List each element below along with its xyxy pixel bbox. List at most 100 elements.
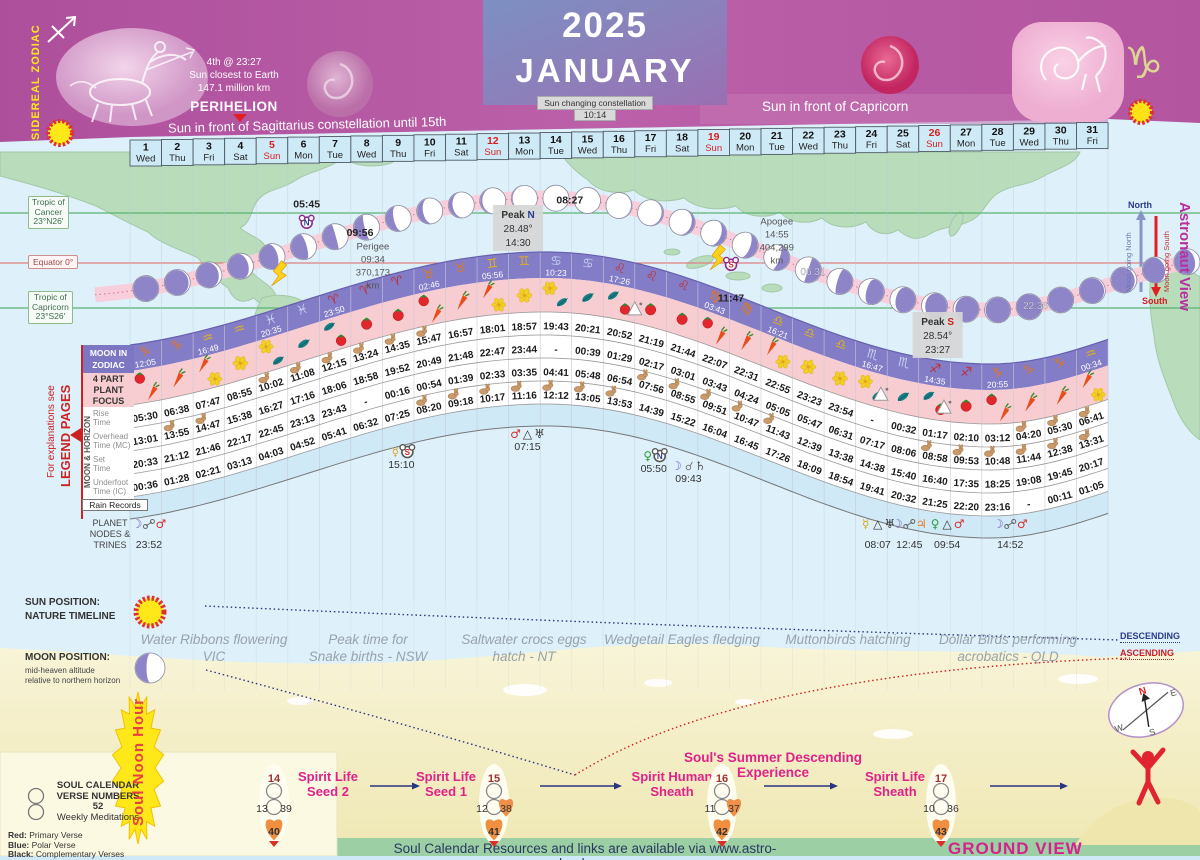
date-cell <box>981 123 1014 151</box>
heart-shape <box>713 819 731 841</box>
root-icon <box>483 279 495 299</box>
nature-event: VIC <box>203 649 226 664</box>
nature-event: Peak time for <box>328 632 408 647</box>
mc-time: 03:43 <box>701 376 729 395</box>
mc-time: 07:17 <box>858 435 886 453</box>
date-number: 6 <box>301 139 307 151</box>
tropic-capricorn-l3: 23°S26' <box>35 311 66 321</box>
summer-label: Soul's Summer Descending Experience <box>683 750 862 780</box>
verse-legend-black: Black: Complementary Verses <box>8 849 125 859</box>
set-time: 01:39 <box>447 372 474 387</box>
verse-block: SOUL CALENDAR VERSE NUMBERS 52 Weekly Me… <box>46 780 150 823</box>
date-weekday: Thu <box>390 149 406 160</box>
date-cell <box>1076 122 1109 150</box>
date-number: 10 <box>424 136 436 148</box>
rise-time: 08:55 <box>226 386 254 404</box>
rabbit-icon <box>1047 414 1058 427</box>
set-time: 18:25 <box>985 479 1011 491</box>
rabbit-icon <box>163 420 175 432</box>
zodiac-sign: ♈ <box>358 282 374 300</box>
date-number: 12 <box>487 135 499 147</box>
set-time: 03:35 <box>511 367 537 379</box>
set-time: 10:47 <box>732 411 760 431</box>
moon-descending-line <box>205 669 576 776</box>
leaf-icon <box>324 322 336 331</box>
mc-time: 00:39 <box>574 346 601 360</box>
date-weekday: Thu <box>611 145 627 156</box>
rabbit-icon <box>195 412 207 425</box>
rabbit-icon <box>700 388 711 400</box>
date-weekday: Sun <box>705 143 722 154</box>
lightning-bolt-icon <box>271 260 288 287</box>
root-icon <box>999 403 1012 422</box>
rabbit-icon <box>258 372 270 384</box>
date-weekday: Fri <box>1087 136 1098 147</box>
date-cell <box>508 132 541 160</box>
date-weekday: Mon <box>957 138 975 149</box>
verse-number-right: 39 <box>280 803 292 815</box>
peak-box <box>912 312 963 358</box>
mc-time: 14:47 <box>194 418 222 435</box>
rabbit-icon <box>731 400 743 412</box>
ic-time: 21:25 <box>921 496 948 511</box>
uranus-symbol: ♅ <box>534 427 545 441</box>
rabbit-icon <box>289 362 301 374</box>
zodiac-sign: ♓ <box>295 301 311 319</box>
date-weekday: Wed <box>799 141 818 152</box>
zodiac-sign: ♎ <box>770 312 786 330</box>
ascending-label: ASCENDING <box>1120 648 1175 660</box>
saturn-symbol: ♄ <box>695 459 706 473</box>
moon-horizon-label: MOON & HORIZON <box>83 416 92 488</box>
rabbit-icon <box>510 380 522 392</box>
heart-shape <box>726 799 742 817</box>
rise-time: 21:44 <box>669 342 697 361</box>
mc-time: 03:01 <box>669 365 697 384</box>
date-cell <box>413 134 446 162</box>
date-number: 25 <box>897 128 909 140</box>
set-time: 08:55 <box>669 388 697 407</box>
heart-shape <box>485 819 503 841</box>
apogee-text: 404,299 <box>760 243 794 254</box>
date-number: 21 <box>771 130 783 142</box>
svg-text:Peak N: Peak N <box>501 210 534 221</box>
date-weekday: Sat <box>675 144 690 155</box>
verse-legend-blue: Blue: Polar Verse <box>8 839 76 850</box>
legend-pointer <box>70 428 81 442</box>
verse-l1: SOUL CALENDAR <box>56 780 140 791</box>
moon-phase <box>637 199 664 227</box>
set-time: 15:40 <box>890 467 918 484</box>
table-red-rule <box>81 345 83 519</box>
date-cell <box>918 125 951 152</box>
moon-phase <box>763 244 791 272</box>
root-icon <box>715 326 728 345</box>
mars-symbol: ♂ <box>954 517 965 531</box>
zodiac-ingress-time: 16:21 <box>766 324 790 341</box>
set-time: 20:33 <box>132 456 159 471</box>
node-trine-time: 14:52 <box>997 539 1023 551</box>
fruit-icon <box>986 393 997 406</box>
date-weekday: Fri <box>424 148 435 159</box>
date-number: 30 <box>1055 125 1067 137</box>
tropic-cancer-l2: Cancer <box>34 206 63 217</box>
lightning-bolt-icon <box>709 244 726 271</box>
aspect-time: 05:50 <box>641 463 667 475</box>
mc-time: 05:05 <box>764 400 792 420</box>
set-time: 04:41 <box>543 367 569 379</box>
mc-time: 09:53 <box>953 455 980 468</box>
moon-phase <box>794 256 822 284</box>
mc-time: 21:48 <box>447 349 474 364</box>
flower-icon <box>516 288 533 303</box>
zodiac-sign: ♑ <box>991 366 1003 381</box>
ic-time: 13:53 <box>606 396 634 412</box>
mars-symbol: ♂ <box>1017 517 1028 531</box>
svg-text:14:30: 14:30 <box>506 238 531 249</box>
zodiac-sign: ♑ <box>138 344 152 361</box>
rise-time: 01:17 <box>921 427 948 442</box>
zodiac-sign: ♍ <box>707 288 723 306</box>
rise-time: - <box>869 415 875 426</box>
mercury-symbol: ☿ <box>392 445 399 459</box>
moon-phase <box>984 296 1011 324</box>
date-cell <box>571 131 604 159</box>
rabbit-icon <box>984 445 995 457</box>
ic-time: 15:22 <box>669 411 697 430</box>
